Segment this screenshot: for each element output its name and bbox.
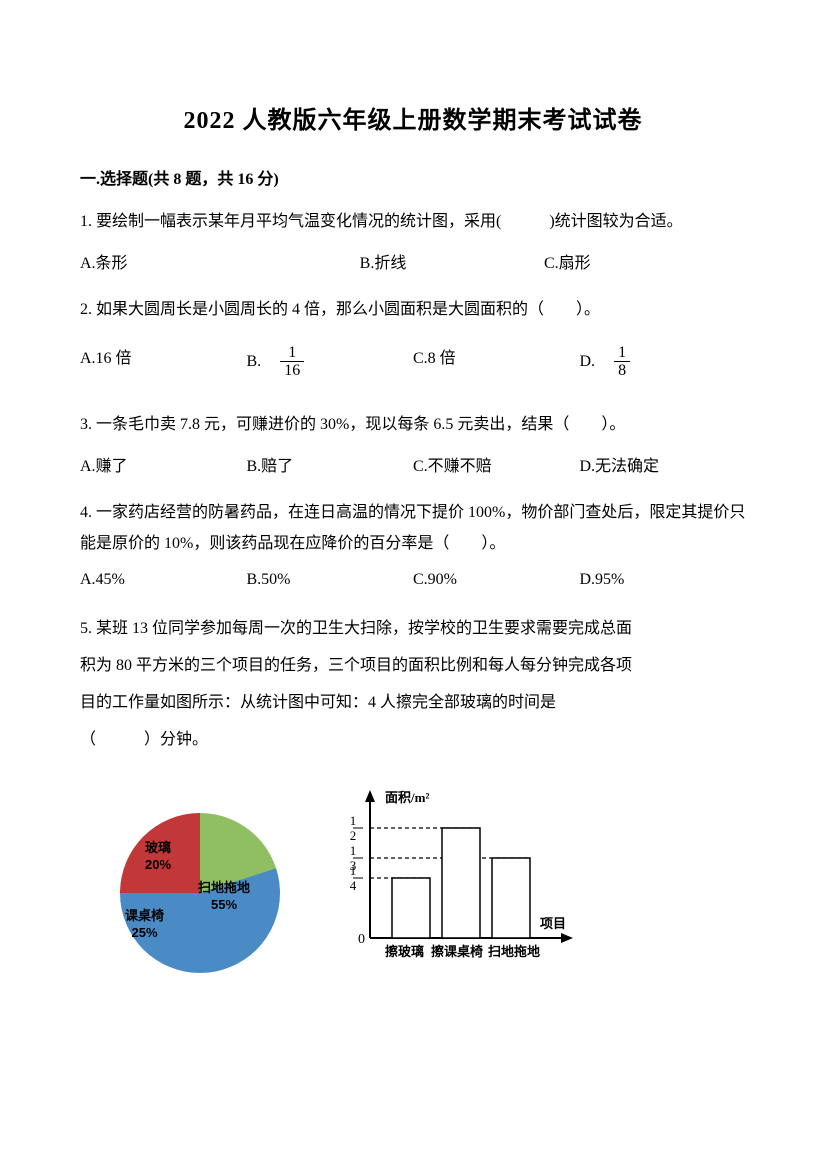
q5-text: 5. 某班 13 位同学参加每周一次的卫生大扫除，按学校的卫生要求需要完成总面 … [80,611,746,758]
q3-options: A.赚了 B.赔了 C.不赚不赔 D.无法确定 [80,452,746,476]
q2-opt-a: A.16 倍 [80,344,247,380]
bar-svg: 面积/m² 项目 1 2 1 3 1 4 0 [330,778,590,978]
pie-label-desk: 课桌椅 25% [125,908,164,941]
q2-opt-b: B. 116 [247,344,414,380]
q2-opt-c: C.8 倍 [413,344,580,380]
q1-opt-c: C.扇形 [484,249,746,273]
bar-1 [392,878,430,938]
q4-opt-a: A.45% [80,571,247,589]
q4-opt-d: D.95% [580,571,747,589]
exam-page: 2022 人教版六年级上册数学期末考试试卷 一.选择题(共 8 题，共 16 分… [0,0,826,1169]
q2-options: A.16 倍 B. 116 C.8 倍 D. 18 [80,344,746,380]
x-axis-label: 项目 [540,916,566,931]
q4-opt-c: C.90% [413,571,580,589]
bar-3 [492,858,530,938]
page-title: 2022 人教版六年级上册数学期末考试试卷 [80,100,746,135]
q1-opt-b: B.折线 [282,249,484,273]
q4-text: 4. 一家药店经营的防暑药品，在连日高温的情况下提价 100%，物价部门查处后，… [80,498,746,559]
q1-opt-a: A.条形 [80,249,282,273]
section-header-1: 一.选择题(共 8 题，共 16 分) [80,165,746,189]
bar-chart: 面积/m² 项目 1 2 1 3 1 4 0 [330,778,590,978]
fraction-icon: 18 [614,344,630,380]
svg-text:0: 0 [358,932,365,947]
fraction-icon: 116 [280,344,304,380]
svg-text:1: 1 [350,863,357,878]
pie-label-glass: 玻璃 20% [145,840,171,873]
y-axis-label: 面积/m² [385,790,429,805]
q2-opt-d: D. 18 [580,344,747,380]
q1-options: A.条形 B.折线 C.扇形 [80,249,746,273]
q4-opt-b: B.50% [247,571,414,589]
svg-text:1: 1 [350,813,357,828]
q3-opt-d: D.无法确定 [580,452,747,476]
bar-2 [442,828,480,938]
q3-opt-a: A.赚了 [80,452,247,476]
svg-text:2: 2 [350,828,357,843]
svg-text:擦课桌椅: 擦课桌椅 [431,944,483,959]
svg-text:4: 4 [350,878,357,893]
q5-figures: 玻璃 20% 扫地拖地 55% 课桌椅 25% 面积/m² [110,778,746,978]
svg-text:擦玻璃: 擦玻璃 [385,944,424,959]
q4-options: A.45% B.50% C.90% D.95% [80,571,746,589]
q1-text: 1. 要绘制一幅表示某年月平均气温变化情况的统计图，采用( )统计图较为合适。 [80,207,746,237]
pie-chart: 玻璃 20% 扫地拖地 55% 课桌椅 25% [110,808,290,978]
q3-opt-b: B.赔了 [247,452,414,476]
svg-text:扫地拖地: 扫地拖地 [488,944,540,959]
q2-text: 2. 如果大圆周长是小圆周长的 4 倍，那么小圆面积是大圆面积的（ ）。 [80,295,746,325]
svg-text:1: 1 [350,843,357,858]
q3-opt-c: C.不赚不赔 [413,452,580,476]
q3-text: 3. 一条毛巾卖 7.8 元，可赚进价的 30%，现以每条 6.5 元卖出，结果… [80,410,746,440]
pie-label-floor: 扫地拖地 55% [198,880,250,913]
